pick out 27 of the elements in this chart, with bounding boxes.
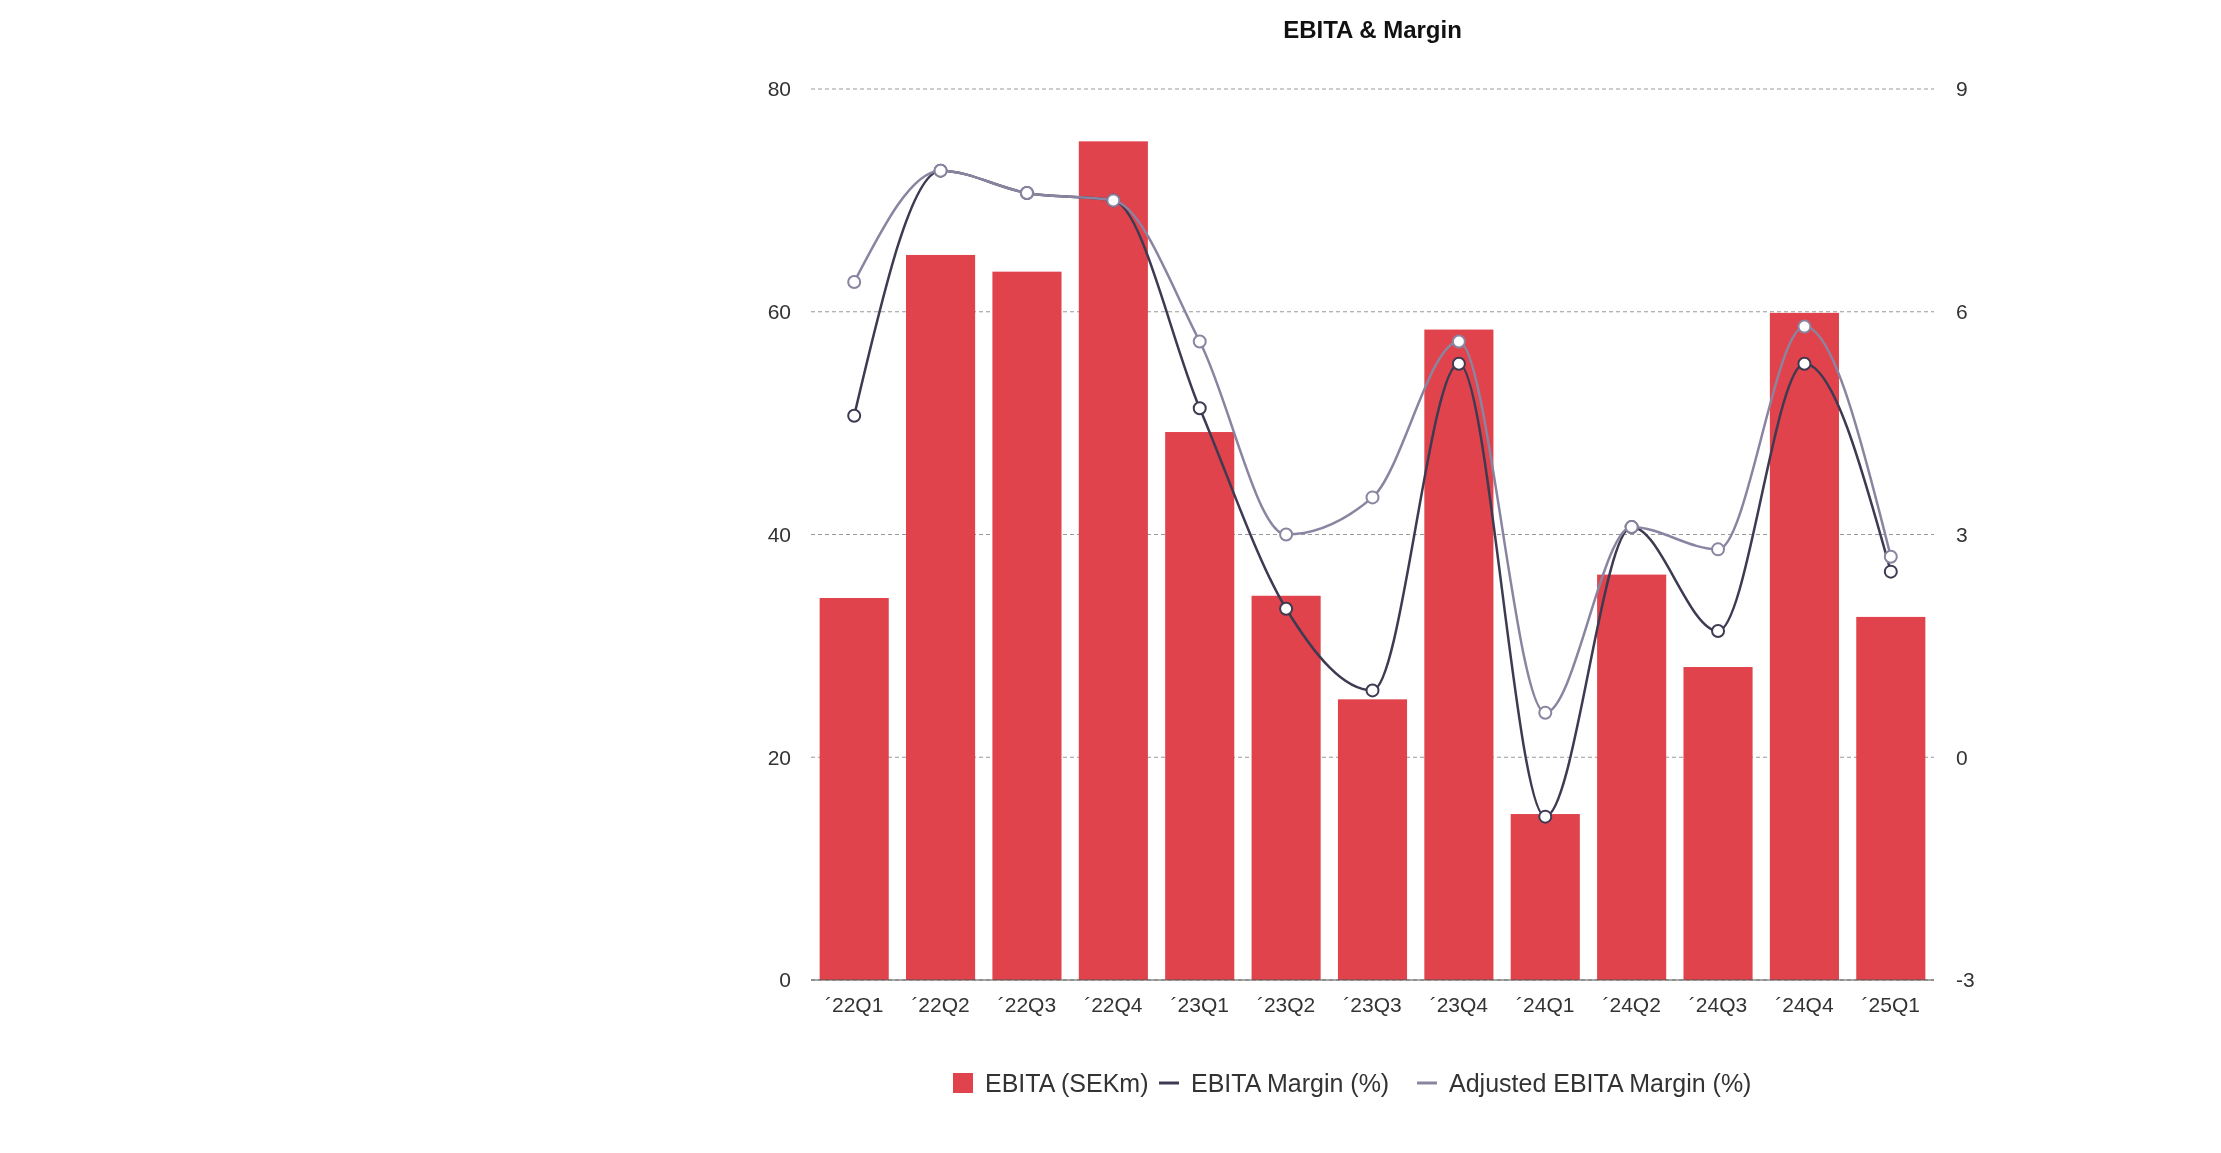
- y-tick-label: 80: [767, 77, 791, 101]
- legend-label: EBITA (SEKm): [985, 1068, 1149, 1097]
- y2-tick-label: -3: [1956, 968, 1975, 992]
- x-tick-label: ´23Q3: [1343, 993, 1402, 1016]
- x-tick-label: ´24Q4: [1775, 993, 1834, 1016]
- x-tick-label: ´24Q1: [1516, 993, 1575, 1016]
- y2-tick-label: 3: [1956, 522, 1968, 546]
- x-tick-label: ´22Q1: [825, 993, 884, 1016]
- x-tick-label: ´23Q1: [1170, 993, 1229, 1016]
- y-tick-label: 40: [767, 522, 791, 546]
- x-tick-label: ´23Q4: [1429, 993, 1489, 1016]
- legend-label: Adjusted EBITA Margin (%): [1449, 1068, 1752, 1097]
- y-tick-label: 20: [767, 745, 791, 769]
- x-tick-label: ´24Q3: [1688, 993, 1748, 1016]
- chart-title: EBITA & Margin: [1283, 16, 1462, 43]
- x-tick-label: ´23Q2: [1256, 993, 1316, 1016]
- y2-tick-label: 0: [1956, 745, 1968, 769]
- x-tick-label: ´24Q2: [1602, 993, 1661, 1016]
- x-tick-label: ´22Q2: [911, 993, 970, 1016]
- y-tick-label: 0: [779, 968, 791, 992]
- y-tick-label: 60: [767, 300, 791, 324]
- legend-label: EBITA Margin (%): [1191, 1068, 1390, 1097]
- x-tick-label: ´22Q3: [997, 993, 1057, 1016]
- x-tick-label: ´25Q1: [1861, 993, 1920, 1016]
- y2-tick-label: 9: [1956, 77, 1968, 101]
- y2-tick-label: 6: [1956, 300, 1968, 324]
- x-tick-label: ´22Q4: [1084, 993, 1143, 1016]
